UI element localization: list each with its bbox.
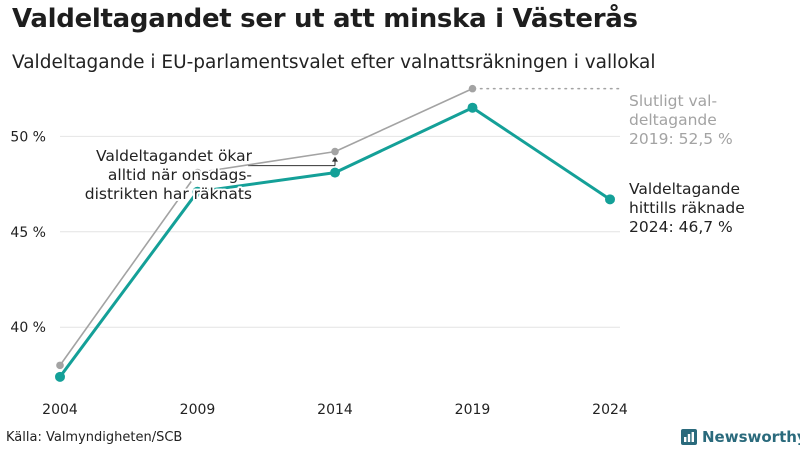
election-night-turnout-point xyxy=(330,167,340,178)
brand-logo[interactable]: Newsworthy xyxy=(681,428,800,446)
final-turnout-point xyxy=(193,168,202,177)
election-night-turnout-point xyxy=(467,102,478,113)
x-tick-label: 2014 xyxy=(317,402,353,418)
y-tick-label: 40 % xyxy=(10,320,46,336)
y-axis-labels: 40 % 45 % 50 % xyxy=(10,129,46,336)
final-turnout-line xyxy=(59,87,473,366)
gap-annotation-line: alltid när onsdags- xyxy=(108,166,252,184)
current-turnout-annotation-line: Valdeltagande xyxy=(629,180,740,198)
series xyxy=(55,84,615,382)
x-tick-label: 2009 xyxy=(180,402,216,418)
chart-subtitle: Valdeltagande i EU-parlamentsvalet efter… xyxy=(12,52,656,73)
x-tick-label: 2024 xyxy=(592,402,628,418)
gap-arrow-head xyxy=(332,156,338,162)
line-chart: 40 % 45 % 50 % 2004 2009 2014 2019 2024 Valdel… xyxy=(10,84,747,418)
final-turnout-annotation-line: Slutligt val- xyxy=(629,92,717,110)
election-night-turnout-point xyxy=(605,194,615,205)
y-tick-label: 50 % xyxy=(10,129,46,145)
source-note: Källa: Valmyndigheten/SCB xyxy=(6,430,183,445)
gridlines xyxy=(60,135,620,328)
current-turnout-annotation-line: 2024: 46,7 % xyxy=(629,218,733,236)
final-turnout-point xyxy=(331,147,339,156)
election-night-turnout-point xyxy=(55,371,65,382)
final-turnout-point xyxy=(56,361,64,370)
x-tick-label: 2004 xyxy=(42,402,78,418)
final-turnout-annotation-line: 2019: 52,5 % xyxy=(629,130,733,148)
brand-name: Newsworthy xyxy=(702,428,800,446)
y-tick-label: 45 % xyxy=(10,225,46,241)
final-turnout-annotation-line: deltagande xyxy=(629,111,717,129)
gap-annotation-line: Valdeltagandet ökar xyxy=(96,147,253,165)
x-tick-label: 2019 xyxy=(455,402,491,418)
gap-annotation-line: distrikten har räknats xyxy=(85,185,252,203)
election-night-turnout-point xyxy=(192,186,203,197)
annotation-leaders xyxy=(248,87,621,167)
x-axis-labels: 2004 2009 2014 2019 2024 xyxy=(42,402,628,418)
current-turnout-annotation-line: hittills räknade xyxy=(629,199,745,217)
chart-title: Valdeltagandet ser ut att minska i Väste… xyxy=(12,4,638,34)
bar-chart-logo-icon xyxy=(681,429,697,445)
final-turnout-point xyxy=(468,84,477,93)
